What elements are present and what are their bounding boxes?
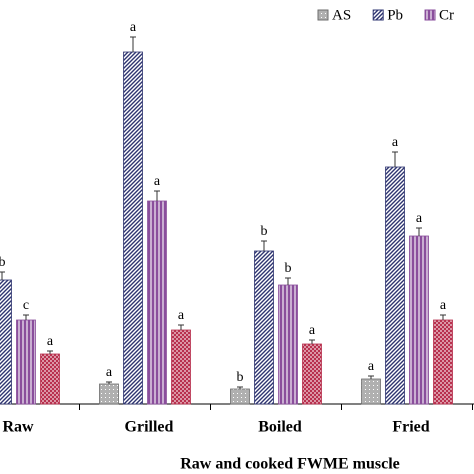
legend-swatch [372, 9, 384, 21]
bar [99, 383, 119, 405]
bar [0, 279, 12, 405]
error-bar [285, 277, 291, 285]
x-tick-label: Fried [392, 419, 429, 436]
legend-label: Pb [387, 7, 403, 23]
bar [302, 343, 322, 405]
error-bar [368, 375, 374, 379]
legend-swatch [317, 9, 329, 21]
error-bar [392, 151, 398, 167]
bar [254, 250, 274, 405]
significance-letter: a [178, 308, 185, 323]
significance-letter: a [392, 135, 399, 150]
bar [433, 319, 453, 405]
error-bar [154, 190, 160, 201]
error-bar [130, 36, 136, 52]
error-bar [309, 339, 315, 344]
error-bar [237, 386, 243, 389]
legend-label: Cr [439, 7, 454, 23]
significance-letter: c [23, 298, 29, 313]
x-tick-label: Boiled [258, 419, 302, 436]
significance-letter: b [285, 261, 292, 276]
bar [385, 166, 405, 405]
error-bar [440, 314, 446, 320]
significance-letter: a [368, 359, 375, 374]
error-bar [47, 350, 53, 354]
significance-letter: a [309, 323, 316, 338]
bar [16, 319, 36, 405]
bar [361, 378, 381, 405]
significance-letter: a [130, 20, 137, 35]
error-bar [261, 240, 267, 251]
significance-letter: b [237, 370, 244, 385]
error-bar [106, 381, 112, 384]
bar [409, 235, 429, 405]
error-bar [0, 271, 5, 280]
significance-letter: a [440, 298, 447, 313]
x-axis-title: Raw and cooked FWME muscle [180, 456, 400, 473]
bar [171, 329, 191, 405]
significance-letter: b [0, 255, 6, 270]
bar [123, 51, 143, 405]
error-bar [178, 324, 184, 330]
bar [278, 284, 298, 405]
error-bar [416, 227, 422, 236]
significance-letter: b [261, 224, 268, 239]
significance-letter: a [154, 174, 161, 189]
error-bar [23, 314, 29, 320]
bar [147, 200, 167, 405]
legend-swatch [424, 9, 436, 21]
x-tick-label: Grilled [125, 419, 174, 436]
legend-label: AS [332, 7, 351, 23]
significance-letter: a [106, 365, 113, 380]
x-tick-label: Raw [2, 419, 34, 436]
bar [40, 353, 60, 405]
significance-letter: a [47, 334, 54, 349]
significance-letter: a [416, 211, 423, 226]
bar [230, 388, 250, 405]
